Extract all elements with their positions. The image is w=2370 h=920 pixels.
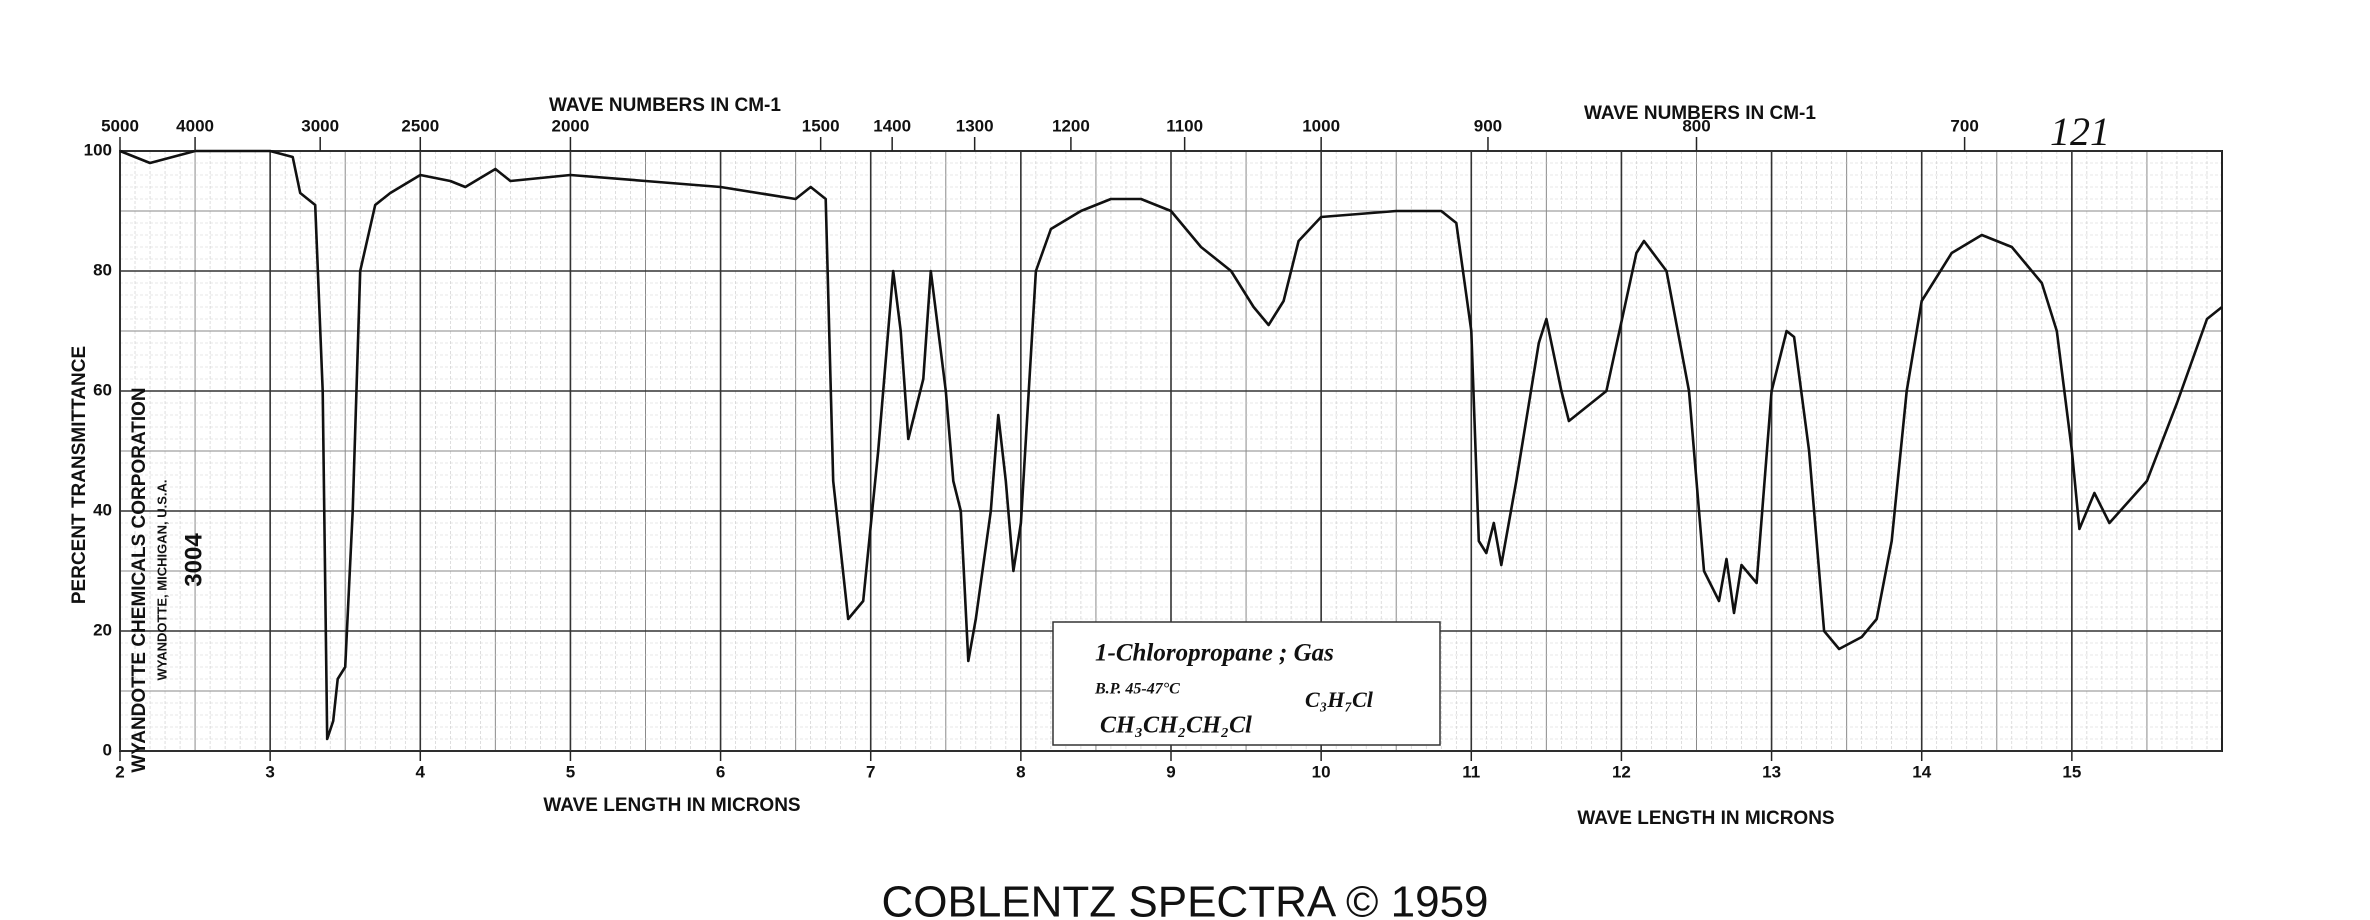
- x-tick-label: 10: [1312, 762, 1331, 781]
- y-tick-label: 0: [103, 740, 112, 759]
- y-axis-label: PERCENT TRANSMITTANCE: [69, 346, 90, 604]
- annotation: B.P. 45-47°C: [1094, 681, 1180, 698]
- x2-tick-label: 5000: [101, 116, 139, 135]
- x2-axis-label: WAVE NUMBERS IN CM-1: [549, 95, 781, 116]
- x-tick-label: 15: [2062, 762, 2081, 781]
- stamp-text: WYANDOTTE, MICHIGAN, U.S.A.: [154, 479, 169, 680]
- y-tick-label: 60: [93, 380, 112, 399]
- stamp-text: WYANDOTTE CHEMICALS CORPORATION: [129, 387, 150, 772]
- x-tick-label: 8: [1016, 762, 1025, 781]
- x-tick-label: 2: [115, 762, 124, 781]
- x2-tick-label: 1500: [802, 116, 840, 135]
- x2-tick-label: 900: [1474, 116, 1502, 135]
- x2-tick-label: 4000: [176, 116, 214, 135]
- footer: COBLENTZ SPECTRA © 1959: [881, 878, 1488, 920]
- y-tick-label: 100: [84, 140, 112, 159]
- x2-tick-label: 1000: [1302, 116, 1340, 135]
- x-tick-label: 4: [416, 762, 426, 781]
- annotation: CH₃CH₂CH₂Cl: [1100, 713, 1252, 739]
- x2-tick-label: 700: [1950, 116, 1978, 135]
- x-tick-label: 9: [1166, 762, 1175, 781]
- x-tick-label: 6: [716, 762, 725, 781]
- x2-tick-label: 1100: [1166, 116, 1203, 135]
- x-axis-label: WAVE LENGTH IN MICRONS: [1577, 808, 1834, 829]
- x2-tick-label: 1400: [873, 116, 911, 135]
- x2-tick-label: 1200: [1052, 116, 1090, 135]
- annotation: C₃H₇Cl: [1305, 687, 1374, 712]
- annotation: 1-Chloropropane ; Gas: [1095, 640, 1334, 667]
- x-tick-label: 5: [566, 762, 575, 781]
- stamp-text: 3004: [180, 533, 207, 587]
- x-tick-label: 12: [1612, 762, 1631, 781]
- x-tick-label: 3: [265, 762, 274, 781]
- x-tick-label: 13: [1762, 762, 1781, 781]
- x2-tick-label: 2500: [401, 116, 439, 135]
- x2-axis-label: WAVE NUMBERS IN CM-1: [1584, 103, 1816, 124]
- y-tick-label: 20: [93, 620, 112, 639]
- x2-tick-label: 1300: [956, 116, 994, 135]
- y-tick-label: 80: [93, 260, 112, 279]
- x2-tick-label: 2000: [552, 116, 590, 135]
- x2-tick-label: 3000: [301, 116, 339, 135]
- y-tick-label: 40: [93, 500, 112, 519]
- x-tick-label: 14: [1912, 762, 1931, 781]
- x-tick-label: 7: [866, 762, 875, 781]
- x2-tick-label: 800: [1682, 116, 1710, 135]
- x-tick-label: 11: [1462, 762, 1480, 781]
- page-number: 121: [2050, 109, 2110, 154]
- annotation-box: [1052, 621, 1441, 746]
- x-axis-label: WAVE LENGTH IN MICRONS: [543, 795, 800, 816]
- spectrum-line: [119, 149, 2223, 741]
